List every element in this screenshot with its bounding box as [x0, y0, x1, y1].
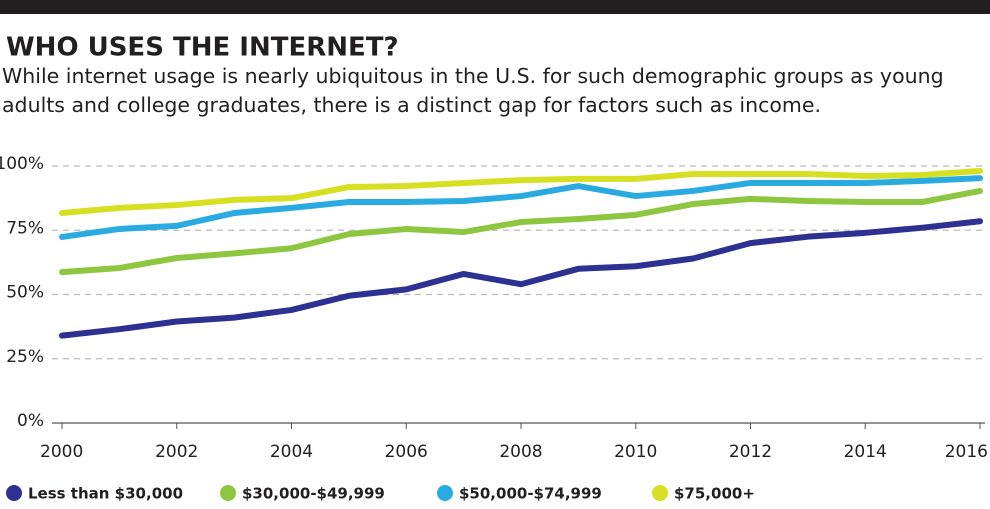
y-tick-label: 50%: [6, 283, 44, 303]
x-tick-label: 2002: [155, 442, 198, 462]
x-tick-label: 2008: [499, 442, 542, 462]
legend-swatch: [652, 485, 668, 501]
chart-subtitle: While internet usage is nearly ubiquitou…: [2, 64, 944, 117]
y-tick-label: 25%: [6, 347, 44, 367]
x-tick-label: 2014: [844, 442, 887, 462]
legend-label: $50,000-$74,999: [459, 485, 602, 503]
x-tick-label: 2010: [614, 442, 657, 462]
series-line: [59, 167, 983, 217]
x-tick-label: 2006: [385, 442, 428, 462]
y-tick-label: 100%: [0, 154, 44, 174]
legend-swatch: [6, 485, 22, 501]
legend-label: $75,000+: [674, 485, 755, 503]
chart-title: WHO USES THE INTERNET?: [6, 33, 399, 63]
x-tick-label: 2016: [945, 442, 988, 462]
legend-swatch: [437, 485, 453, 501]
legend-swatch: [220, 485, 236, 501]
y-tick-label: 0%: [17, 411, 44, 431]
subtitle-box: While internet usage is nearly ubiquitou…: [2, 64, 944, 117]
legend-label: $30,000-$49,999: [242, 485, 385, 503]
series-line: [59, 175, 983, 240]
top-bar: [0, 0, 990, 14]
y-tick-label: 75%: [6, 218, 44, 238]
series-line: [59, 187, 983, 276]
legend-label: Less than $30,000: [28, 485, 183, 503]
x-tick-label: 2012: [729, 442, 772, 462]
x-tick-label: 2004: [270, 442, 313, 462]
series-line: [59, 218, 983, 339]
x-tick-label: 2000: [40, 442, 83, 462]
